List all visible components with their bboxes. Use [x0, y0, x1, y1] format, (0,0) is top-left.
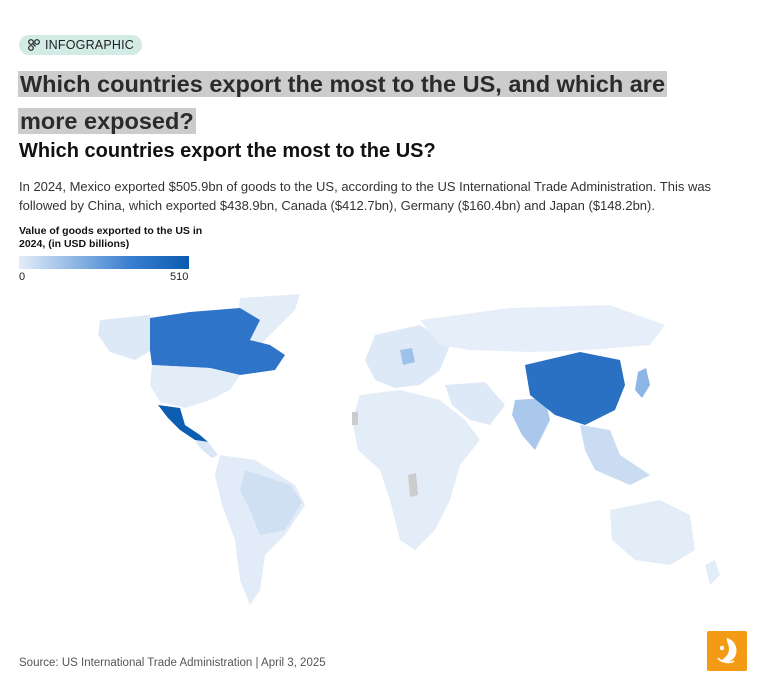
chart-subtitle: Which countries export the most to the U…	[19, 140, 436, 162]
al-jazeera-logo-icon	[707, 631, 747, 671]
map-africa	[352, 390, 480, 550]
world-map	[98, 294, 720, 605]
description: In 2024, Mexico exported $505.9bn of goo…	[19, 179, 712, 213]
network-icon	[28, 39, 40, 51]
legend-color-scale	[19, 256, 189, 269]
source-note: Source: US International Trade Administr…	[19, 657, 326, 669]
infographic-badge: INFOGRAPHIC	[19, 35, 143, 55]
map-canada	[150, 308, 285, 375]
map-russia	[420, 305, 665, 352]
map-no-data-western-sahara	[352, 412, 358, 425]
headline-text: Which countries export the most to the U…	[18, 71, 668, 134]
legend-max-label: 510	[170, 271, 189, 283]
map-usa	[150, 365, 240, 408]
map-japan	[635, 368, 650, 398]
map-alaska	[98, 315, 152, 360]
legend-title: Value of goods exported to the US in 202…	[19, 225, 203, 250]
map-brazil	[240, 470, 302, 535]
badge-label: INFOGRAPHIC	[45, 38, 135, 52]
map-mexico	[158, 405, 208, 442]
map-southeast-asia	[580, 425, 650, 485]
map-central-america	[195, 440, 218, 458]
map-germany	[400, 348, 415, 365]
legend-min-label: 0	[19, 271, 26, 283]
map-no-data-central-africa	[408, 473, 418, 497]
map-china	[525, 352, 625, 425]
map-india	[512, 398, 550, 450]
map-new-zealand	[705, 560, 720, 585]
map-middle-east	[445, 382, 505, 425]
map-australia	[610, 500, 695, 565]
headline: Which countries export the most to the U…	[18, 66, 708, 140]
